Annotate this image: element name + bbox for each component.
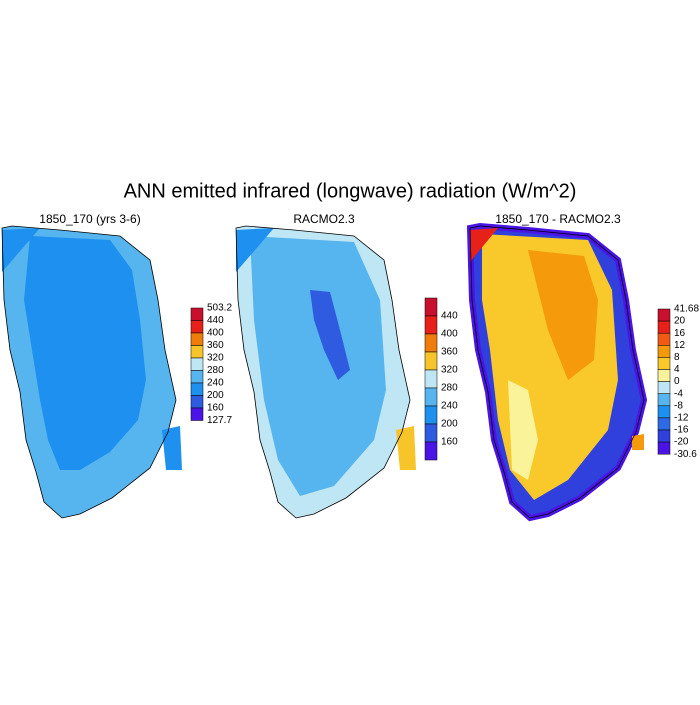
colorbar-label: 20 <box>674 316 686 327</box>
colorbar-label: 240 <box>207 378 224 389</box>
panel-title: RACMO2.3 <box>293 212 355 226</box>
colorbar-box <box>657 417 671 431</box>
colorbar-label: 41.68 <box>674 304 699 315</box>
colorbar-box <box>190 382 204 396</box>
colorbar-box <box>190 332 204 346</box>
colorbar-box <box>424 297 438 317</box>
colorbar-box <box>657 405 671 419</box>
colorbar-box <box>657 357 671 370</box>
map-panel <box>470 226 644 518</box>
colorbar-label: 400 <box>441 329 458 340</box>
colorbar-label: -8 <box>674 400 683 411</box>
panel-title: 1850_170 (yrs 3-6) <box>39 212 140 226</box>
colorbar-box <box>190 345 204 359</box>
colorbar-box <box>657 369 671 382</box>
colorbar-label: 8 <box>674 352 680 363</box>
colorbar-label: 0 <box>674 376 680 387</box>
colorbar-label: 200 <box>441 419 458 430</box>
colorbar-label: 440 <box>441 311 458 322</box>
colorbar-label: -16 <box>674 425 689 436</box>
colorbar-label: 503.2 <box>207 303 232 314</box>
colorbar-label: 320 <box>207 353 224 364</box>
colorbar-box <box>190 307 204 321</box>
colorbar-label: 200 <box>207 390 224 401</box>
colorbar-box <box>424 387 438 407</box>
colorbar-box <box>657 308 671 322</box>
colorbar-box <box>657 381 671 394</box>
figure-title: ANN emitted infrared (longwave) radiatio… <box>124 180 577 202</box>
colorbar-label: -4 <box>674 388 683 399</box>
colorbar-box <box>424 405 438 425</box>
colorbar-box <box>424 441 438 461</box>
colorbar-label: 240 <box>441 401 458 412</box>
map-panel <box>235 225 416 519</box>
colorbar-box <box>657 332 671 346</box>
colorbar-label: 400 <box>207 328 224 339</box>
colorbar-label: 160 <box>441 437 458 448</box>
colorbar-box <box>190 407 204 421</box>
colorbar-label: 160 <box>207 403 224 414</box>
colorbar-label: 127.7 <box>207 415 232 426</box>
colorbar-label: 280 <box>207 365 224 376</box>
map-panel <box>1 225 182 519</box>
colorbar-box <box>424 351 438 371</box>
colorbar-label: 16 <box>674 328 686 339</box>
colorbar-box <box>190 395 204 409</box>
colorbar-box <box>190 320 204 334</box>
colorbar-box <box>657 320 671 334</box>
colorbar-label: 280 <box>441 383 458 394</box>
colorbar-box <box>424 423 438 443</box>
colorbar-label: 320 <box>441 365 458 376</box>
colorbar-label: 440 <box>207 315 224 326</box>
colorbar-box <box>424 315 438 335</box>
panel-title: 1850_170 - RACMO2.3 <box>495 212 621 226</box>
colorbar-box <box>657 393 671 407</box>
colorbar-box <box>424 333 438 353</box>
colorbar-box <box>424 369 438 389</box>
colorbar-box <box>190 370 204 384</box>
colorbar-label: -30.6 <box>674 449 697 460</box>
colorbar-box <box>657 441 671 455</box>
colorbar-label: 360 <box>207 340 224 351</box>
colorbar-box <box>190 357 204 371</box>
colorbar-label: -12 <box>674 413 689 424</box>
colorbar-label: 360 <box>441 347 458 358</box>
colorbar-label: 4 <box>674 364 680 375</box>
colorbar-label: 12 <box>674 340 686 351</box>
colorbar-box <box>657 429 671 443</box>
colorbar-box <box>657 345 671 358</box>
colorbar-label: -20 <box>674 437 689 448</box>
